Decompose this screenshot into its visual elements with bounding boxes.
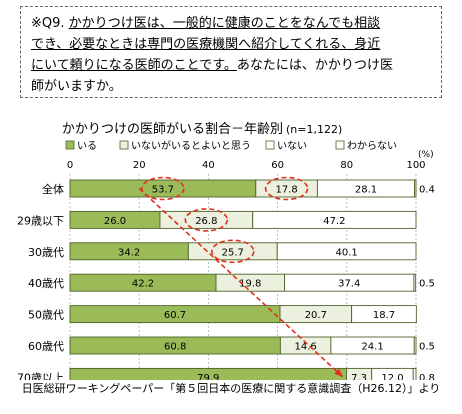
trend-arrow-head	[334, 368, 343, 377]
category-label: 40歳代	[28, 277, 64, 290]
bars: 53.7 17.8 28.1 0.4 26.0 26.8 47.2 34.2 25.7 40.1 4…	[69, 179, 435, 380]
category-label: 70歳以上	[17, 371, 64, 380]
stacked-bar-chart: かかりつけの医師がいる割合－年齢別 (n=1,122) いる いないがいるとよいと…	[17, 121, 435, 380]
category-labels: 全体 29歳以下 30歳代 40歳代 50歳代 60歳代 70歳以上	[17, 182, 64, 380]
data-label: 19.8	[239, 279, 261, 290]
bar-segment	[412, 367, 417, 380]
data-label: 0.5	[419, 342, 435, 353]
data-label: 7.3	[351, 373, 367, 380]
data-label: 42.2	[132, 279, 154, 290]
data-label: 20.7	[305, 310, 327, 321]
chart-title: かかりつけの医師がいる割合－年齢別	[62, 121, 283, 137]
x-tick-label: 20	[133, 160, 146, 171]
legend-label: いる	[77, 140, 97, 152]
category-label: 60歳代	[28, 340, 64, 353]
legend-swatch	[265, 140, 275, 150]
chart-subtitle: (n=1,122)	[286, 123, 342, 136]
data-label: 0.5	[419, 279, 435, 290]
question-line-4: あなたには、かかりつけ医	[236, 58, 394, 73]
legend-swatch	[65, 140, 75, 150]
bar-segment	[413, 273, 417, 292]
category-label: 全体	[42, 182, 64, 196]
x-axis: 0 20 40 60 80 100	[67, 160, 426, 171]
data-label: 26.8	[195, 216, 217, 227]
legend-swatch	[119, 140, 129, 150]
x-tick-label: 40	[202, 160, 215, 171]
category-label: 50歳代	[28, 309, 64, 322]
bar-segment	[252, 210, 417, 229]
data-label: 14.6	[294, 342, 316, 353]
data-label: 53.7	[152, 185, 174, 196]
data-label: 26.0	[104, 216, 126, 227]
data-label: 24.1	[361, 342, 383, 353]
data-label: 34.2	[118, 247, 140, 258]
trend-arrow-line	[138, 187, 344, 378]
bar-segment	[414, 179, 417, 198]
data-label: 79.9	[197, 373, 219, 380]
legend-label: いないがいるとよいと思う	[131, 139, 251, 152]
data-label: 60.8	[164, 342, 186, 353]
x-tick-label: 0	[67, 160, 73, 171]
legend-label: いない	[277, 140, 307, 152]
x-tick-label: 60	[271, 160, 284, 171]
legend: いる いないがいるとよいと思う いない わからない	[65, 139, 397, 152]
x-tick-label: 100	[406, 160, 425, 171]
data-label: 37.4	[338, 279, 360, 290]
data-label: 12.0	[381, 373, 403, 380]
data-label: 40.1	[335, 247, 357, 258]
data-label: 60.7	[164, 310, 186, 321]
bar-segment	[351, 305, 417, 324]
annotations	[138, 176, 344, 378]
highlight-circle	[184, 208, 229, 232]
bar-segment	[276, 242, 417, 261]
data-label: 18.7	[373, 310, 395, 321]
category-label: 29歳以下	[17, 214, 64, 227]
data-label: 47.2	[323, 216, 345, 227]
data-label: 17.8	[275, 185, 297, 196]
question-line-5: 師がいますか。	[31, 79, 122, 94]
question-box: ※Q9. かかりつけ医は、一般的に健康のことをなんでも相談 でき、必要なときは専…	[20, 6, 442, 98]
highlight-circle	[210, 239, 255, 264]
data-label: 25.7	[222, 247, 244, 258]
source-note: 日医総研ワーキングペーパー「第５回日本の医療に関する意識調査（H26.12）」よ…	[21, 382, 441, 395]
question-line-2: でき、必要なときは専門の医療機関へ紹介してくれる、身近	[31, 37, 381, 52]
question-line-3: にいて頼りになる医師のことです。	[31, 58, 237, 73]
legend-label: わからない	[347, 140, 397, 152]
data-label: 0.4	[419, 185, 435, 196]
category-label: 30歳代	[28, 246, 64, 259]
question-number: ※Q9.	[31, 16, 65, 31]
data-label: 28.1	[355, 185, 377, 196]
question-line-1: かかりつけ医は、一般的に健康のことをなんでも相談	[68, 16, 381, 31]
unit-label: (%)	[418, 150, 434, 160]
data-label: 0.8	[419, 373, 435, 380]
highlight-circle	[141, 176, 185, 201]
legend-swatch	[335, 140, 345, 150]
highlight-circle	[264, 176, 309, 201]
x-tick-label: 80	[340, 160, 353, 171]
bar-segment	[413, 336, 417, 355]
